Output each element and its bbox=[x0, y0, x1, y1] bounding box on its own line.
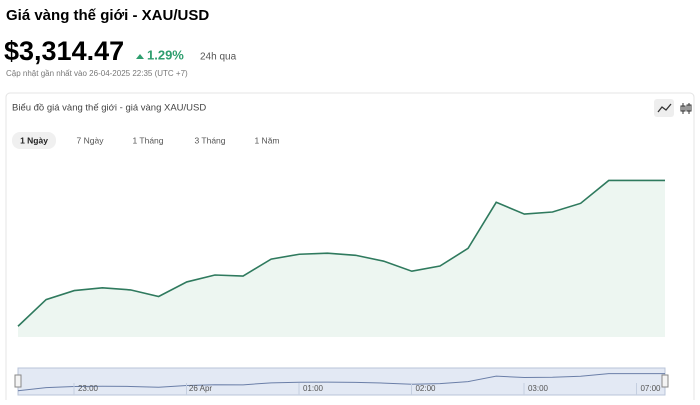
navigator-label: 01:00 bbox=[303, 384, 324, 393]
page-title: Giá vàng thế giới - XAU/USD bbox=[6, 7, 209, 24]
navigator-label: 26 Apr bbox=[189, 384, 212, 393]
tab[interactable]: 1 Ngày bbox=[20, 135, 48, 145]
price-line bbox=[17, 179, 665, 327]
price: $3,314.47 bbox=[4, 36, 124, 66]
up-arrow bbox=[136, 54, 144, 59]
navigator-label: 23:00 bbox=[78, 384, 99, 393]
navigator[interactable] bbox=[17, 367, 666, 396]
tab[interactable]: 1 Năm bbox=[254, 135, 279, 145]
tab[interactable]: 7 Ngày bbox=[77, 135, 105, 145]
area bbox=[18, 180, 665, 337]
updated: Cập nhật gần nhất vào 26-04-2025 22:35 (… bbox=[6, 69, 188, 78]
navigator-label: 07:00 bbox=[640, 384, 661, 393]
navigator-handle[interactable] bbox=[14, 374, 22, 388]
period: 24h qua bbox=[200, 52, 237, 63]
navigator-handle[interactable] bbox=[661, 374, 669, 388]
tab-active[interactable] bbox=[12, 132, 56, 149]
navigator-line bbox=[17, 373, 665, 392]
candle-icon[interactable] bbox=[680, 103, 692, 114]
tab[interactable]: 3 Tháng bbox=[194, 135, 225, 145]
navigator-label: 03:00 bbox=[528, 384, 549, 393]
tab[interactable]: 1 Tháng bbox=[132, 135, 163, 145]
change: 1.29% bbox=[147, 47, 184, 62]
navigator-label: 02:00 bbox=[415, 384, 436, 393]
line-icon[interactable] bbox=[657, 103, 672, 113]
card-title: Biểu đồ giá vàng thế giới - giá vàng XAU… bbox=[12, 103, 206, 114]
